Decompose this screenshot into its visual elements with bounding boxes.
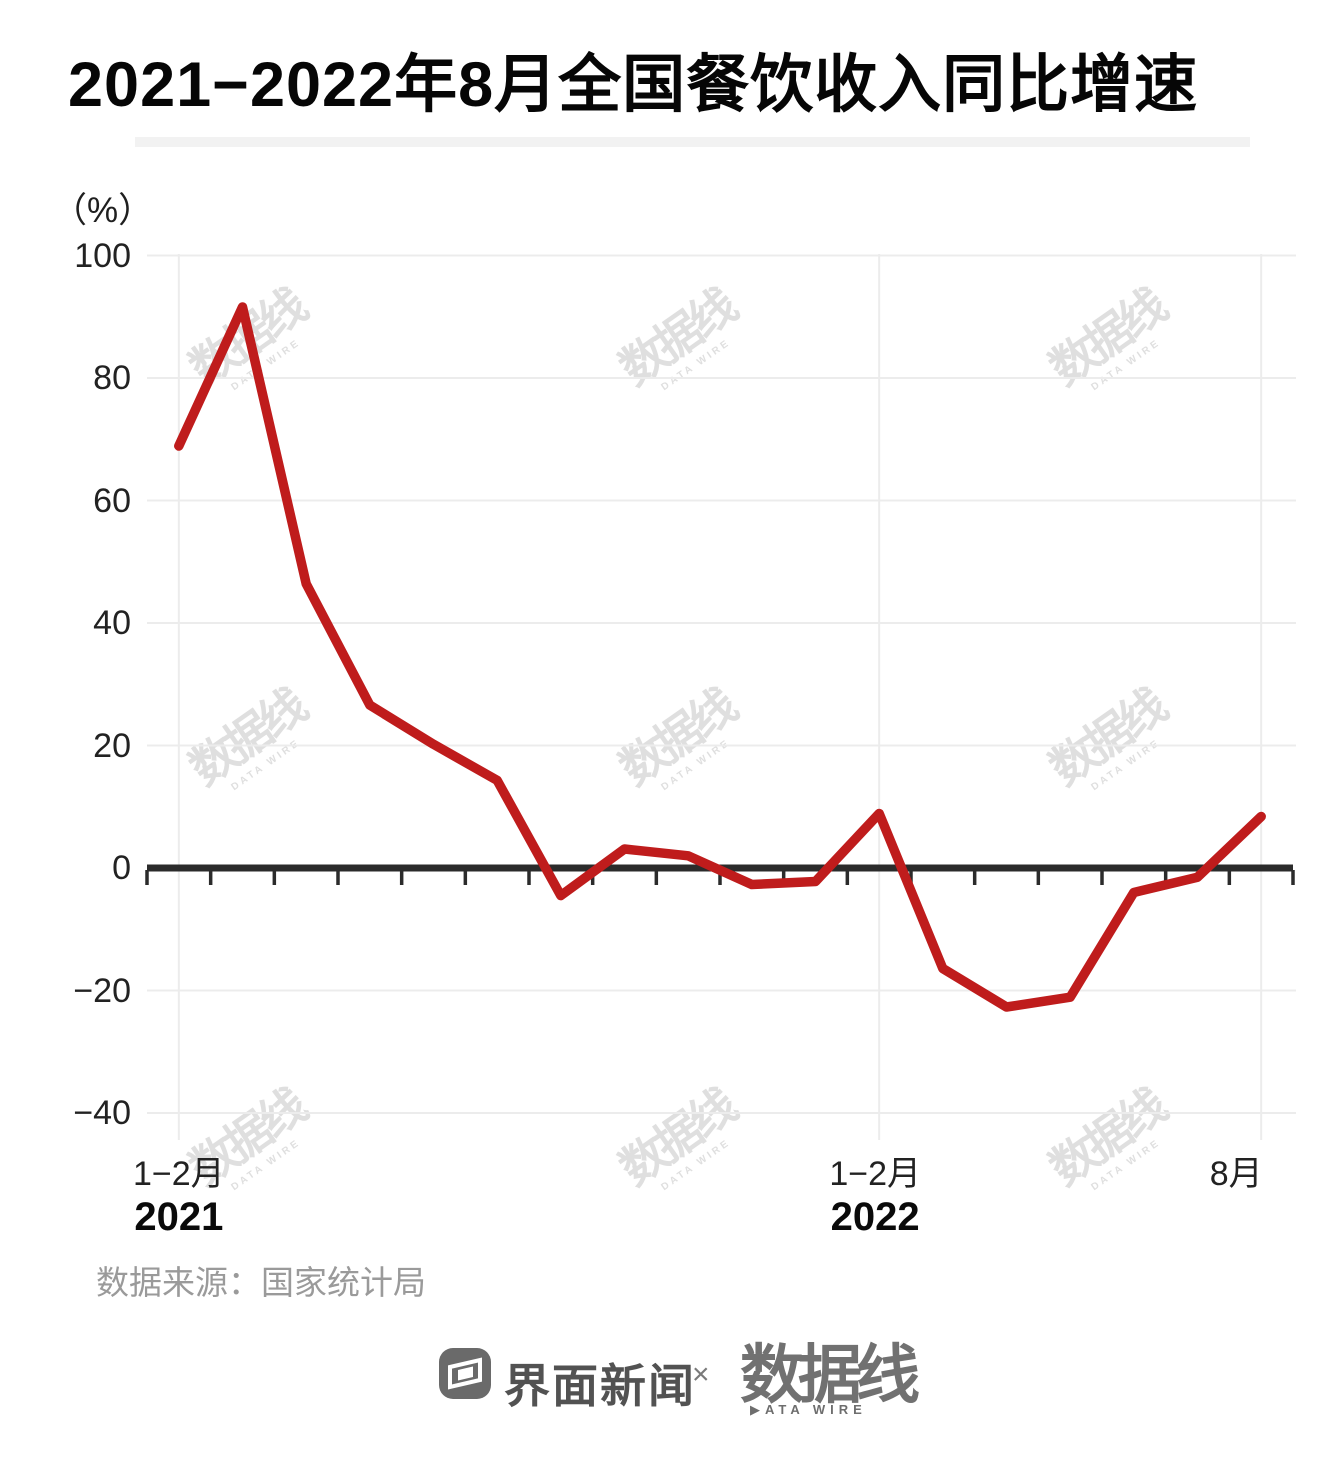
jiemian-news-logo-text: 界面新闻 (504, 1360, 696, 1412)
y-axis-unit-label: （%） (52, 191, 154, 230)
data-source-note: 数据来源：国家统计局 (96, 1264, 426, 1301)
growth-rate-line-series (174, 302, 1266, 1012)
y-axis-tick-label: 20 (93, 726, 131, 765)
datawire-logo-subtext: ▶ATA WIRE (750, 1402, 867, 1417)
y-axis-tick-label: 40 (93, 604, 131, 642)
x-axis-tick-label-group: 1−2月 2021 (133, 1154, 225, 1240)
x-axis-year-label: 2021 (134, 1195, 224, 1239)
jiemian-news-icon (439, 1348, 491, 1399)
y-axis-tick-label: −20 (73, 971, 131, 1010)
x-axis-tick-label-group: 1−2月 2022 (829, 1154, 921, 1240)
x-axis-month-label: 1−2月 (829, 1155, 921, 1193)
datawire-logo-text: 数据线 (740, 1339, 920, 1411)
x-axis-month-label: 1−2月 (132, 1155, 225, 1193)
y-axis-tick-label: 80 (93, 359, 131, 397)
page-title: 2021−2022年8月全国餐饮收入同比增速 (68, 50, 1199, 120)
title-underline-strip (135, 137, 1250, 147)
footer-separator: × (692, 1358, 710, 1391)
x-axis-tick-label-group: 8月 (1210, 1154, 1263, 1194)
x-axis-year-label: 2022 (830, 1195, 920, 1239)
x-axis-month-label: 8月 (1209, 1155, 1263, 1193)
y-axis-tick-label: 0 (112, 849, 131, 887)
y-axis-tick-label: 60 (93, 481, 131, 520)
y-axis-tick-label: 100 (74, 236, 131, 275)
y-axis-tick-label: −40 (73, 1094, 131, 1132)
